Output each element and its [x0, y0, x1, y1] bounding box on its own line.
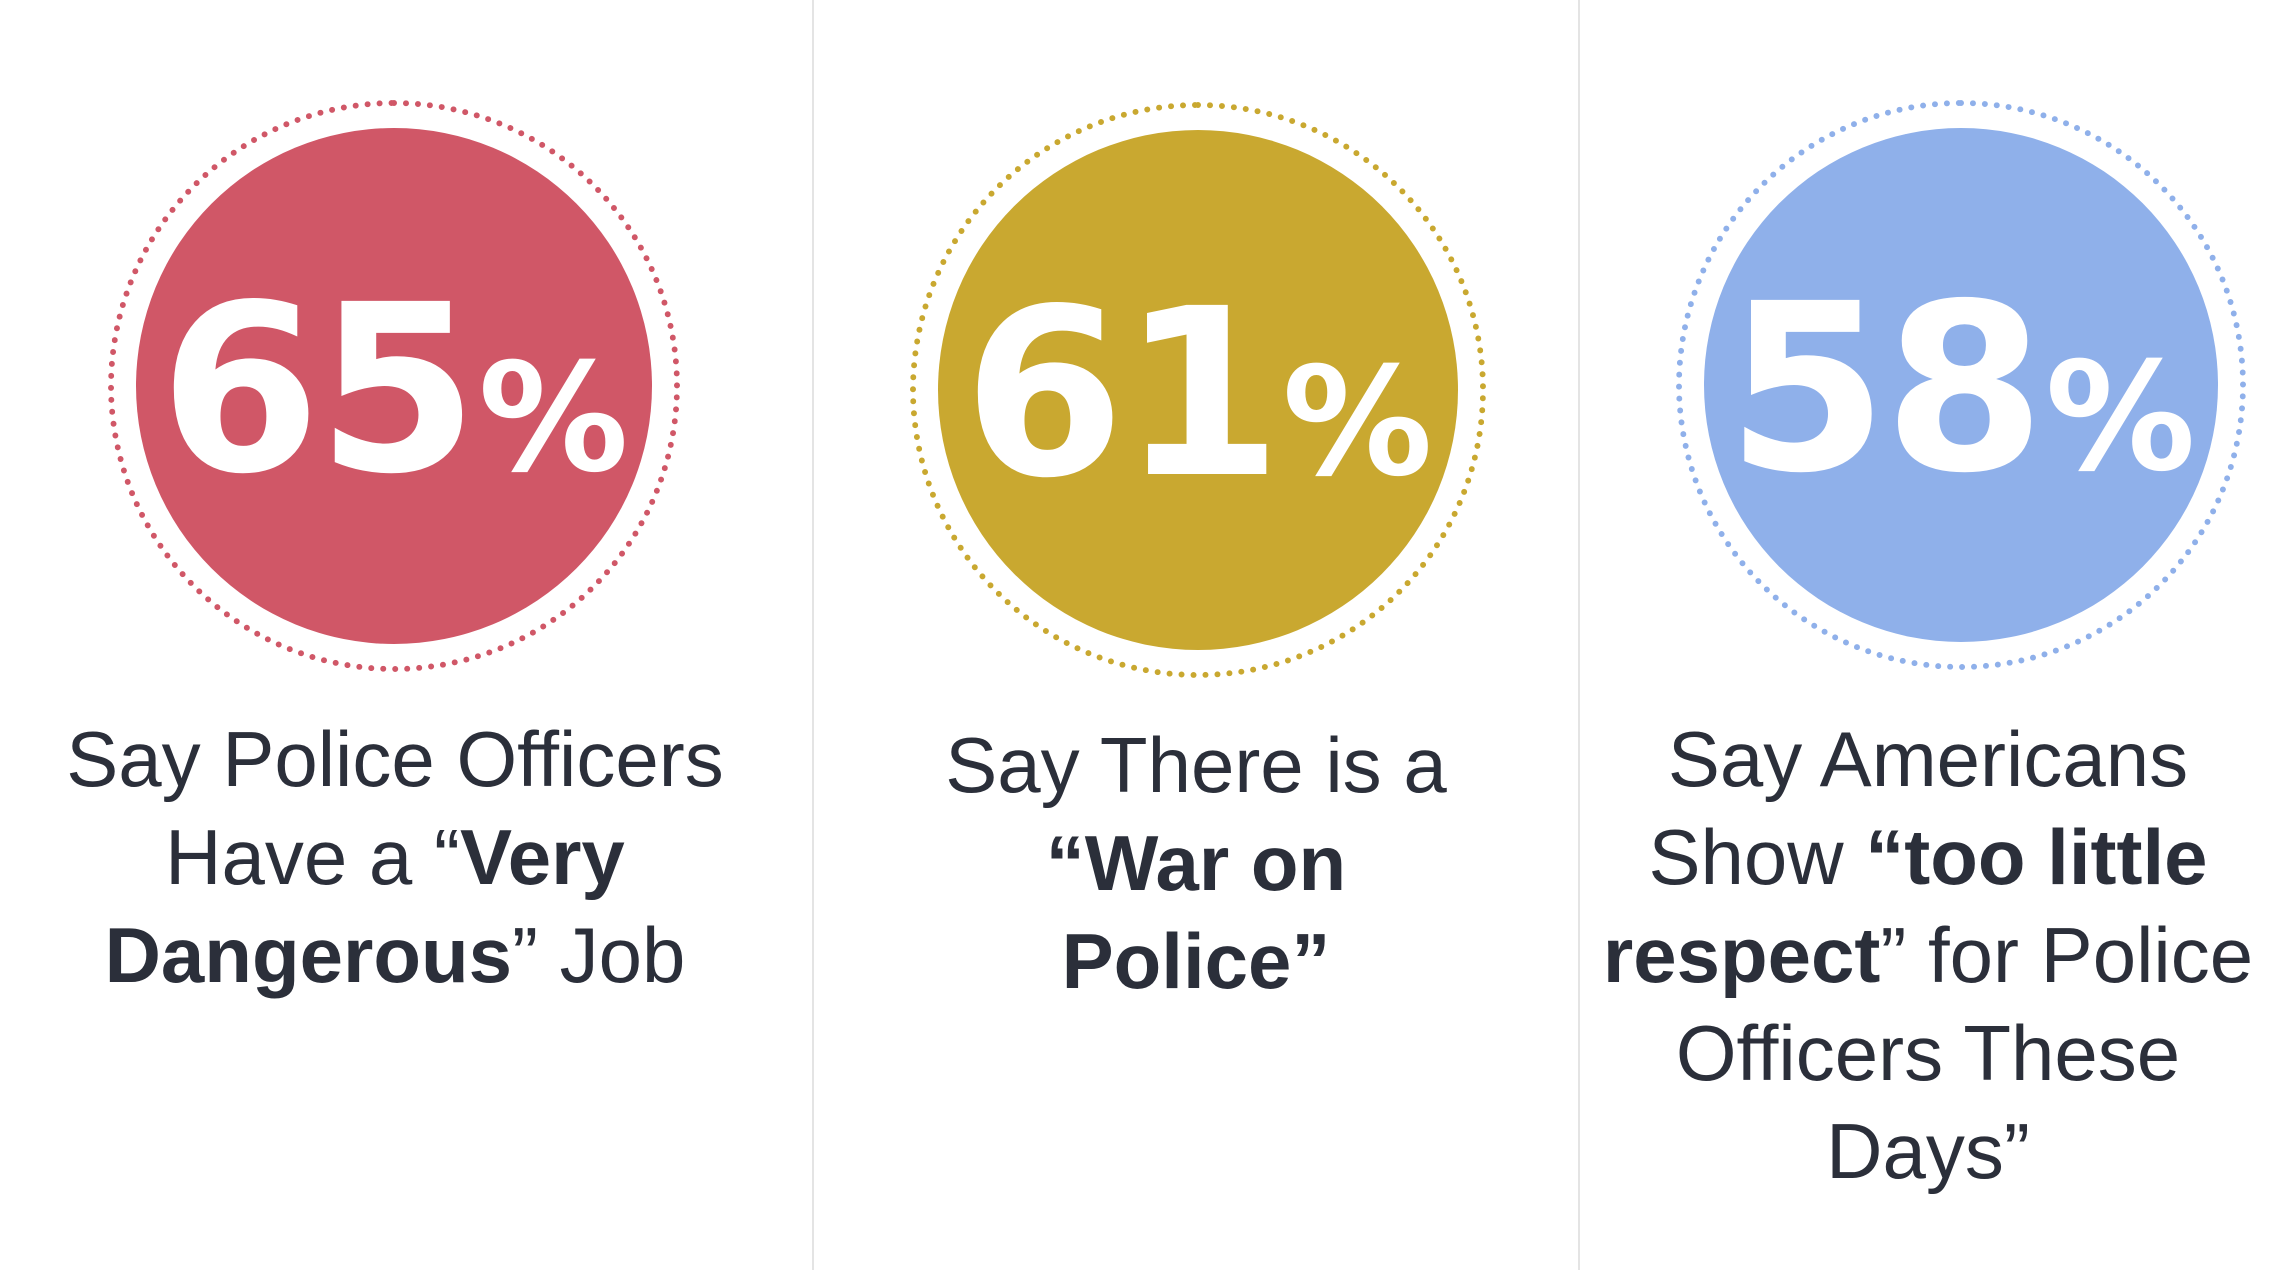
stat-number: 61	[963, 259, 1282, 529]
caption-text-end: ” Job	[512, 911, 686, 999]
stat-circle: 65%	[136, 128, 652, 644]
stat-caption: Say There is a “War on Police”	[814, 716, 1578, 1010]
caption-text: Say There is a	[945, 721, 1447, 809]
stat-panel-too-little-respect: 58% Say Americans Show “too little respe…	[1580, 0, 2276, 1270]
caption-text-end: ” for Police Officers These Days”	[1675, 911, 2254, 1195]
stat-circle: 61%	[938, 130, 1458, 650]
stat-caption: Say Police Officers Have a “Very Dangero…	[0, 710, 790, 1004]
percent-sign: %	[2045, 331, 2196, 505]
dotted-ring	[910, 102, 1486, 678]
stat-value: 61%	[963, 278, 1432, 510]
stat-panel-war-on-police: 61% Say There is a “War on Police”	[814, 0, 1578, 1270]
caption-text: Say Americans Show	[1648, 715, 2189, 901]
stat-number: 65	[159, 255, 478, 525]
stat-number: 58	[1726, 254, 2045, 524]
caption-emphasis: “War on Police”	[1045, 819, 1347, 1005]
stat-value: 65%	[159, 274, 628, 506]
stat-circle: 58%	[1704, 128, 2218, 642]
dotted-ring	[1676, 100, 2246, 670]
caption-text: Say Police Officers Have a “	[66, 715, 724, 901]
percent-sign: %	[478, 332, 629, 506]
stat-panel-very-dangerous-job: 65% Say Police Officers Have a “Very Dan…	[0, 0, 790, 1270]
column-divider-1	[812, 0, 814, 1270]
column-divider-2	[1578, 0, 1580, 1270]
caption-emphasis: “too little respect	[1602, 813, 2208, 999]
caption-emphasis: Very Dangerous	[104, 813, 625, 999]
percent-sign: %	[1282, 336, 1433, 510]
stat-value: 58%	[1726, 273, 2195, 505]
stat-caption: Say Americans Show “too little respect” …	[1580, 710, 2276, 1200]
dotted-ring	[108, 100, 680, 672]
